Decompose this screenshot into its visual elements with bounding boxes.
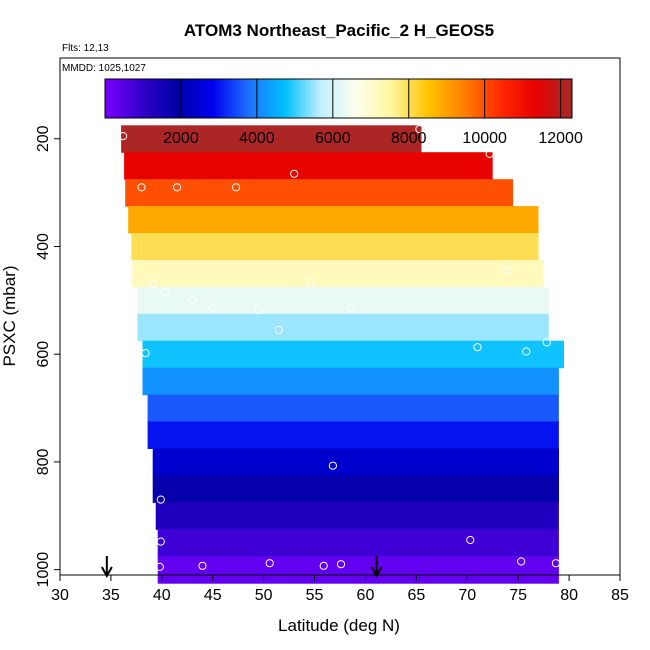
observation-point bbox=[336, 560, 346, 569]
heatmap-row-450 bbox=[132, 260, 544, 288]
x-tick-label: 60 bbox=[357, 587, 375, 604]
observation-point bbox=[265, 559, 274, 568]
arrow-down-marker bbox=[100, 556, 113, 579]
heatmap-row-850 bbox=[152, 475, 559, 503]
heatmap-row-1000 bbox=[157, 556, 559, 584]
observation-point bbox=[328, 461, 337, 470]
observation-point bbox=[319, 561, 328, 570]
colorbar-tick-label: 4000 bbox=[239, 130, 275, 147]
observation-point bbox=[141, 349, 150, 358]
observation-point bbox=[522, 347, 531, 356]
heatmap-row-300 bbox=[125, 179, 514, 207]
arrow-down-marker bbox=[370, 556, 383, 579]
heatmap-row-800 bbox=[152, 448, 559, 476]
observation-point bbox=[232, 183, 241, 192]
y-tick-label: 800 bbox=[35, 448, 52, 475]
observation-point bbox=[274, 325, 283, 335]
observation-point bbox=[542, 338, 551, 347]
x-tick-label: 40 bbox=[153, 587, 171, 604]
observation-point bbox=[503, 266, 513, 275]
observation-point bbox=[198, 561, 207, 570]
heatmap-row-250 bbox=[124, 152, 493, 180]
colorbar-tick-label: 6000 bbox=[315, 130, 351, 147]
observation-point bbox=[208, 304, 217, 313]
x-tick-label: 35 bbox=[102, 587, 120, 604]
heatmap-row-400 bbox=[131, 233, 539, 261]
colorbar-tick-label: 10000 bbox=[462, 130, 507, 147]
observation-point bbox=[149, 280, 158, 289]
mmdd-annotation: MMDD: 1025,1027 bbox=[62, 63, 146, 74]
heatmap-row-650 bbox=[142, 367, 559, 396]
observation-point bbox=[415, 125, 424, 134]
x-tick-label: 70 bbox=[458, 587, 476, 604]
observation-point bbox=[137, 183, 146, 192]
observations bbox=[119, 125, 561, 572]
y-tick-label: 400 bbox=[35, 233, 52, 260]
heatmap bbox=[121, 125, 564, 584]
observation-point bbox=[254, 305, 263, 315]
observation-point bbox=[485, 149, 494, 158]
heatmap-row-350 bbox=[128, 206, 539, 234]
heatmap-row-550 bbox=[137, 313, 549, 342]
colorbar: 2000 4000 6000 8000 10000 12000 bbox=[104, 78, 583, 147]
y-axis-label: PSXC (mbar) bbox=[0, 265, 19, 366]
x-tick-label: 55 bbox=[306, 587, 324, 604]
colorbar-tick-label: 2000 bbox=[163, 130, 199, 147]
x-tick-label: 85 bbox=[611, 587, 629, 604]
observation-point bbox=[160, 288, 169, 297]
heatmap-row-900 bbox=[155, 502, 559, 530]
x-tick-label: 50 bbox=[255, 587, 273, 604]
observation-point bbox=[551, 559, 561, 568]
y-tick-label: 1000 bbox=[35, 552, 52, 588]
x-tick-label: 45 bbox=[204, 587, 222, 604]
colorbar-gradient bbox=[104, 78, 573, 119]
heatmap-row-500 bbox=[137, 286, 549, 315]
position-markers bbox=[100, 556, 383, 579]
observation-point bbox=[473, 343, 482, 352]
observation-point bbox=[290, 169, 299, 178]
heatmap-row-200 bbox=[121, 125, 422, 153]
observation-point bbox=[306, 277, 315, 286]
y-tick-label: 600 bbox=[35, 341, 52, 368]
colorbar-tick-label: 8000 bbox=[391, 130, 427, 147]
x-axis: 30 35 40 45 50 55 60 65 70 75 80 85 bbox=[51, 575, 629, 604]
observation-point bbox=[156, 537, 165, 546]
chart-title: ATOM3 Northeast_Pacific_2 H_GEOS5 bbox=[184, 21, 494, 40]
observation-point bbox=[466, 535, 475, 545]
observation-point bbox=[173, 183, 182, 192]
x-tick-label: 75 bbox=[509, 587, 527, 604]
plot-frame bbox=[59, 57, 621, 576]
heatmap-row-600 bbox=[142, 340, 564, 369]
colorbar-tick-label: 12000 bbox=[538, 130, 583, 147]
x-axis-label: Latitude (deg N) bbox=[278, 616, 400, 635]
observation-point bbox=[156, 495, 165, 504]
x-tick-label: 30 bbox=[51, 587, 69, 604]
observation-point bbox=[188, 296, 197, 305]
observation-point bbox=[347, 304, 356, 313]
y-axis: 200 400 600 800 1000 bbox=[35, 125, 60, 587]
heatmap-row-700 bbox=[147, 394, 559, 423]
observation-point bbox=[517, 557, 526, 566]
y-tick-label: 200 bbox=[35, 125, 52, 152]
heatmap-row-950 bbox=[157, 529, 559, 557]
flights-annotation: Flts: 12,13 bbox=[62, 43, 109, 54]
observation-point bbox=[119, 132, 128, 141]
x-tick-label: 80 bbox=[560, 587, 578, 604]
heatmap-row-750 bbox=[147, 421, 559, 449]
x-tick-label: 65 bbox=[407, 587, 425, 604]
observation-point bbox=[155, 562, 164, 572]
